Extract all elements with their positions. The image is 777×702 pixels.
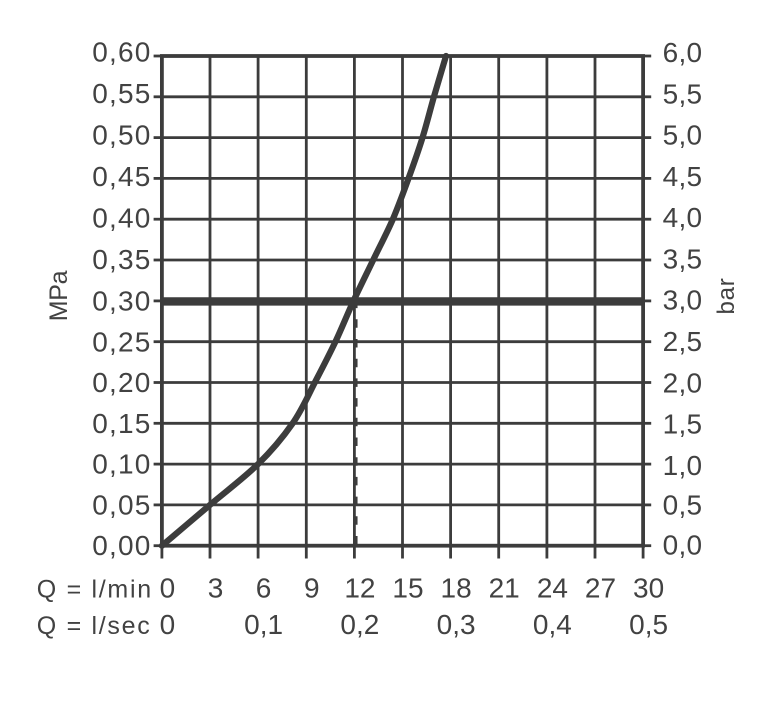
svg-text:Q = l/min: Q = l/min (37, 575, 153, 603)
svg-text:0,55: 0,55 (92, 78, 151, 109)
svg-text:6,0: 6,0 (663, 37, 703, 68)
svg-text:0,40: 0,40 (92, 203, 151, 234)
svg-text:4,0: 4,0 (663, 202, 703, 233)
svg-text:15: 15 (392, 572, 423, 603)
svg-text:0,50: 0,50 (92, 119, 151, 150)
svg-text:18: 18 (441, 572, 472, 603)
svg-text:0,60: 0,60 (92, 36, 151, 67)
svg-text:5,0: 5,0 (663, 120, 703, 151)
svg-text:4,5: 4,5 (663, 161, 703, 192)
svg-text:3,0: 3,0 (663, 285, 703, 316)
svg-text:0,4: 0,4 (533, 609, 572, 640)
svg-text:0,00: 0,00 (92, 530, 151, 561)
svg-text:2,0: 2,0 (663, 367, 703, 398)
svg-text:0,35: 0,35 (92, 244, 151, 275)
svg-text:21: 21 (489, 572, 520, 603)
svg-text:3,5: 3,5 (663, 244, 703, 275)
svg-text:0,10: 0,10 (92, 449, 151, 480)
svg-text:3: 3 (208, 572, 224, 603)
svg-text:2,5: 2,5 (663, 326, 703, 357)
svg-text:0,5: 0,5 (629, 609, 668, 640)
svg-text:bar: bar (713, 277, 740, 314)
svg-text:24: 24 (537, 572, 568, 603)
svg-text:0,3: 0,3 (437, 609, 476, 640)
svg-text:6: 6 (256, 572, 272, 603)
svg-text:Q = l/sec: Q = l/sec (37, 612, 152, 640)
svg-text:0,2: 0,2 (340, 609, 379, 640)
svg-text:1,5: 1,5 (663, 409, 703, 440)
svg-text:MPa: MPa (45, 270, 73, 321)
svg-text:30: 30 (633, 572, 664, 603)
svg-text:0,1: 0,1 (244, 609, 283, 640)
svg-text:0,20: 0,20 (92, 367, 151, 398)
svg-text:0,05: 0,05 (92, 490, 151, 521)
svg-text:0,0: 0,0 (663, 529, 703, 560)
svg-text:0: 0 (160, 609, 176, 640)
svg-text:0,25: 0,25 (92, 326, 151, 357)
svg-text:0,30: 0,30 (92, 286, 151, 317)
svg-text:0: 0 (160, 572, 176, 603)
svg-text:0,15: 0,15 (92, 408, 151, 439)
svg-text:1,0: 1,0 (663, 450, 703, 481)
svg-text:0,45: 0,45 (92, 161, 151, 192)
svg-text:12: 12 (344, 572, 375, 603)
svg-text:0,5: 0,5 (663, 490, 703, 521)
svg-text:27: 27 (585, 572, 616, 603)
svg-text:9: 9 (304, 572, 320, 603)
svg-text:5,5: 5,5 (663, 78, 703, 109)
